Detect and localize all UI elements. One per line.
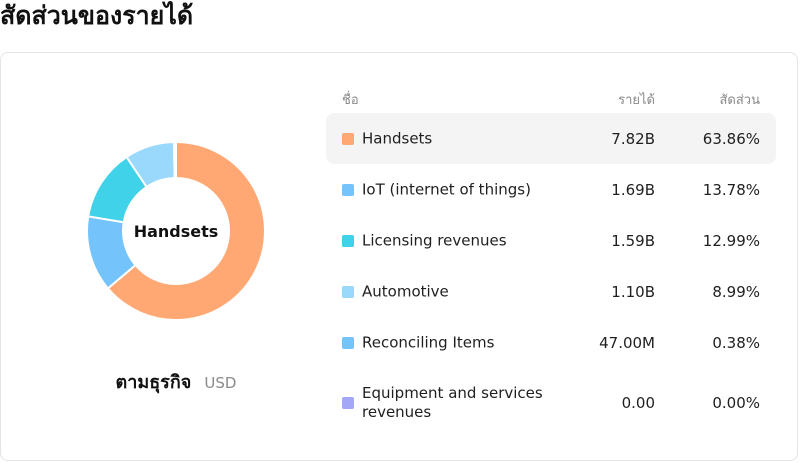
row-share: 8.99% — [712, 282, 760, 301]
segment-label[interactable]: ตามธุรกิจ — [115, 372, 192, 393]
row-share: 13.78% — [702, 180, 760, 199]
table-header: ชื่อ รายได้ สัดส่วน — [326, 79, 776, 113]
header-name: ชื่อ — [342, 93, 359, 108]
row-revenue: 1.69B — [611, 180, 655, 199]
row-revenue: 1.10B — [611, 282, 655, 301]
legend-swatch — [342, 183, 354, 196]
header-share: สัดส่วน — [719, 93, 761, 108]
table-row[interactable]: Handsets 7.82B 63.86% — [326, 113, 776, 164]
page-title: สัดส่วนของรายได้ — [0, 1, 194, 30]
row-name: IoT (internet of things) — [362, 180, 531, 198]
row-revenue: 1.59B — [611, 231, 655, 250]
row-share: 12.99% — [702, 231, 760, 250]
table-row[interactable]: Reconciling Items 47.00M 0.38% — [326, 317, 776, 368]
row-revenue: 0.00 — [621, 394, 655, 412]
row-share: 0.00% — [712, 394, 760, 412]
legend-swatch — [342, 234, 354, 247]
table-row[interactable]: Automotive 1.10B 8.99% — [326, 266, 776, 317]
table-row[interactable]: Equipment and services revenues 0.00 0.0… — [326, 368, 776, 438]
row-name: Automotive — [362, 282, 449, 300]
table-row[interactable]: Licensing revenues 1.59B 12.99% — [326, 215, 776, 266]
row-share: 63.86% — [702, 129, 760, 148]
donut-center-label: Handsets — [133, 221, 219, 241]
currency-label: USD — [204, 374, 237, 392]
legend-swatch — [342, 132, 354, 145]
breakdown-table: ชื่อ รายได้ สัดส่วน Handsets 7.82B 63.86… — [326, 79, 776, 438]
donut-svg — [86, 141, 266, 321]
revenue-breakdown-card: Handsets ตามธุรกิจ USD ชื่อ รายได้ สัดส่… — [0, 52, 798, 461]
header-revenue: รายได้ — [618, 93, 655, 108]
row-name: Handsets — [362, 129, 433, 147]
row-name: Licensing revenues — [362, 231, 507, 249]
row-revenue: 47.00M — [599, 333, 655, 352]
segment-caption: ตามธุรกิจ USD — [1, 367, 351, 396]
legend-swatch — [342, 336, 354, 349]
row-name: Equipment and services revenues — [362, 384, 543, 421]
row-name: Reconciling Items — [362, 333, 495, 351]
table-row[interactable]: IoT (internet of things) 1.69B 13.78% — [326, 164, 776, 215]
row-revenue: 7.82B — [611, 129, 655, 148]
donut-slice-handsets[interactable] — [106, 141, 266, 321]
legend-swatch — [342, 285, 354, 298]
legend-swatch — [342, 397, 354, 409]
donut-chart[interactable]: Handsets — [86, 141, 266, 321]
donut-slice-reconciling-items[interactable] — [172, 141, 177, 180]
row-share: 0.38% — [712, 333, 760, 352]
